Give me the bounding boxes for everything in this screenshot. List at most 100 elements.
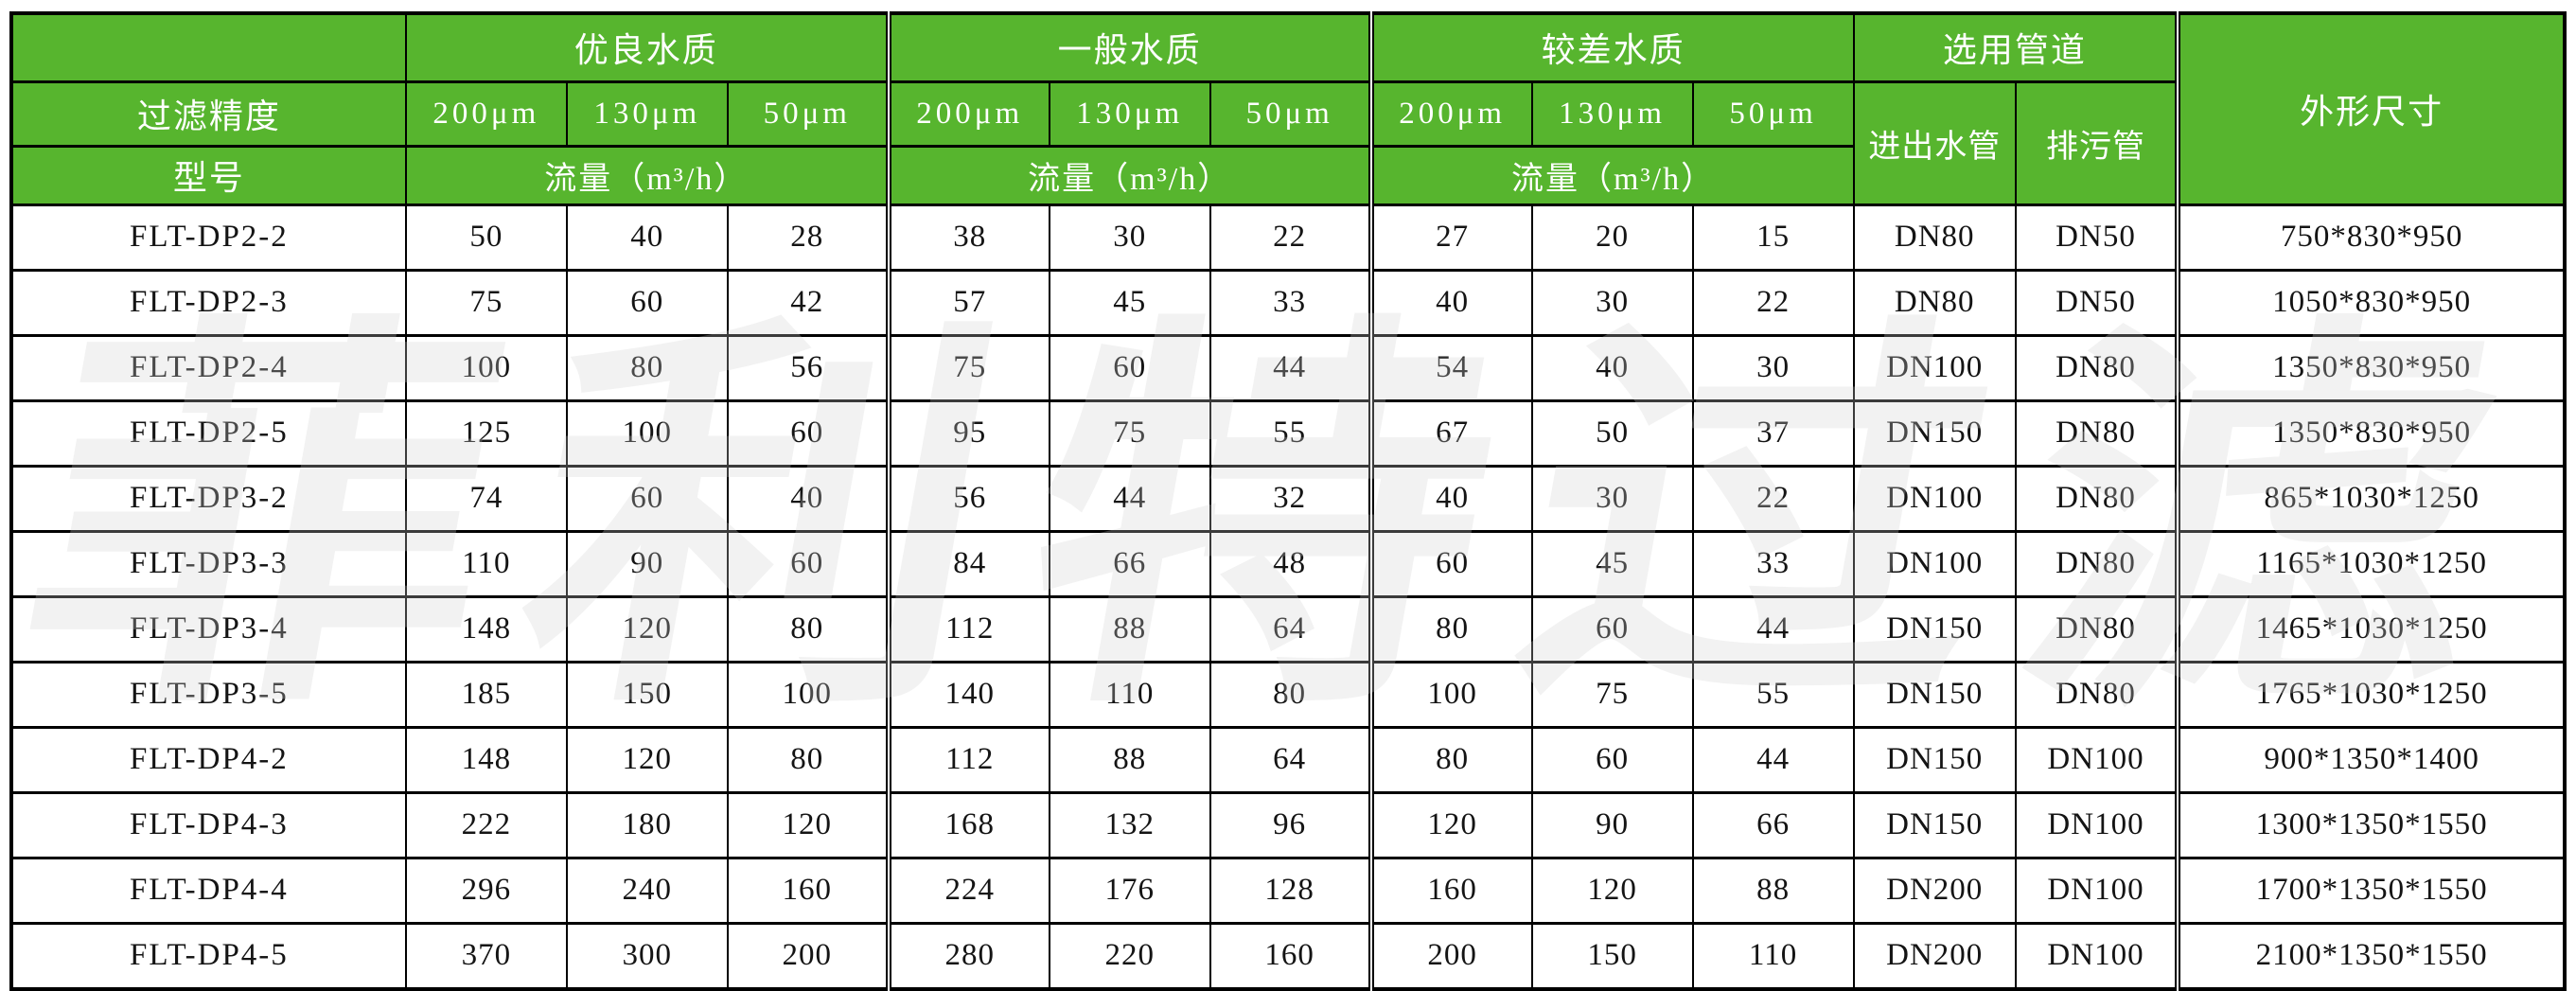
model-cell: FLT-DP2-5: [10, 398, 406, 466]
flow-cell-general-50: 33: [1209, 268, 1371, 335]
flow-cell-poor-130: 75: [1530, 660, 1693, 727]
flow-cell-excellent-50: 42: [726, 268, 889, 335]
drain-pipe-cell: DN100: [2014, 725, 2179, 792]
flow-cell-general-50: 64: [1209, 594, 1371, 662]
table-row: FLT-DP3-5 185 150 100 140 110 80 100 75 55 DN150 DN…: [10, 660, 2565, 727]
table-body: FLT-DP2-2 50 40 28 38 30 22 27 20 15 DN80 DN50 750*8…: [10, 203, 2565, 989]
flow-cell-poor-200: 60: [1367, 529, 1532, 596]
flow-cell-poor-50: 44: [1691, 725, 1854, 792]
model-cell: FLT-DP4-4: [10, 856, 406, 923]
flow-cell-poor-50: 33: [1691, 529, 1854, 596]
flow-cell-excellent-200: 370: [404, 921, 567, 989]
flow-cell-general-200: 112: [885, 725, 1050, 792]
flow-cell-excellent-50: 80: [726, 725, 889, 792]
flow-cell-poor-130: 50: [1530, 398, 1693, 466]
flow-cell-general-130: 110: [1048, 660, 1210, 727]
flow-cell-poor-130: 20: [1530, 203, 1693, 270]
flow-cell-general-200: 57: [885, 268, 1050, 335]
flow-cell-poor-50: 110: [1691, 921, 1854, 989]
flow-cell-general-130: 30: [1048, 203, 1210, 270]
drain-pipe-cell: DN80: [2014, 594, 2179, 662]
model-cell: FLT-DP2-3: [10, 268, 406, 335]
table-row: FLT-DP3-3 110 90 60 84 66 48 60 45 33 DN100 DN80 116…: [10, 529, 2565, 596]
flow-cell-general-200: 84: [885, 529, 1050, 596]
inlet-outlet-pipe-header: 进出水管: [1852, 80, 2016, 204]
filter-spec-table: 优良水质 一般水质 较差水质 选用管道 外形尺寸 过滤精度 200μm 130μ…: [9, 11, 2567, 991]
drain-pipe-cell: DN50: [2014, 268, 2179, 335]
table-row: FLT-DP3-2 74 60 40 56 44 32 40 30 22 DN100 DN80 865*…: [10, 464, 2565, 531]
flow-cell-general-50: 44: [1209, 333, 1371, 400]
flow-cell-excellent-50: 120: [726, 790, 889, 858]
inlet-outlet-pipe-cell: DN150: [1852, 594, 2016, 662]
flow-cell-general-50: 80: [1209, 660, 1371, 727]
flow-cell-excellent-50: 200: [726, 921, 889, 989]
flow-cell-poor-50: 37: [1691, 398, 1854, 466]
dimensions-header: 外形尺寸: [2175, 11, 2565, 204]
flow-cell-general-130: 176: [1048, 856, 1210, 923]
table-row: FLT-DP2-2 50 40 28 38 30 22 27 20 15 DN80 DN50 750*8…: [10, 203, 2565, 270]
dimensions-cell: 2100*1350*1550: [2175, 921, 2565, 989]
drain-pipe-cell: DN100: [2014, 856, 2179, 923]
model-cell: FLT-DP3-5: [10, 660, 406, 727]
flow-cell-poor-130: 60: [1530, 594, 1693, 662]
flow-cell-excellent-200: 100: [404, 333, 567, 400]
flow-cell-general-50: 160: [1209, 921, 1371, 989]
flow-cell-excellent-200: 222: [404, 790, 567, 858]
dimensions-cell: 1700*1350*1550: [2175, 856, 2565, 923]
flow-cell-general-50: 96: [1209, 790, 1371, 858]
flow-cell-poor-50: 44: [1691, 594, 1854, 662]
flow-cell-general-200: 75: [885, 333, 1050, 400]
drain-pipe-cell: DN100: [2014, 921, 2179, 989]
group-header-excellent: 优良水质: [404, 11, 889, 81]
table-header: 优良水质 一般水质 较差水质 选用管道 外形尺寸 过滤精度 200μm 130μ…: [10, 11, 2565, 204]
flow-cell-poor-130: 120: [1530, 856, 1693, 923]
flow-cell-general-130: 220: [1048, 921, 1210, 989]
header-row-microns: 过滤精度 200μm 130μm 50μm 200μm 130μm 50μm 2…: [10, 80, 2565, 204]
flow-cell-poor-50: 15: [1691, 203, 1854, 270]
model-cell: FLT-DP4-3: [10, 790, 406, 858]
flow-cell-general-50: 48: [1209, 529, 1371, 596]
flow-header-poor: 流量（m³/h）: [1367, 144, 1854, 204]
corner-cell: [10, 11, 406, 81]
flow-cell-excellent-200: 296: [404, 856, 567, 923]
flow-cell-excellent-200: 185: [404, 660, 567, 727]
model-label: 型号: [10, 144, 406, 204]
flow-cell-general-50: 128: [1209, 856, 1371, 923]
micron-header-excellent-130: 130μm: [565, 80, 728, 146]
flow-cell-general-130: 88: [1048, 594, 1210, 662]
pipes-group-header: 选用管道: [1852, 11, 2179, 81]
flow-cell-excellent-200: 125: [404, 398, 567, 466]
flow-cell-general-200: 168: [885, 790, 1050, 858]
flow-cell-general-130: 66: [1048, 529, 1210, 596]
flow-cell-poor-130: 40: [1530, 333, 1693, 400]
drain-pipe-header: 排污管: [2014, 80, 2179, 204]
table-row: FLT-DP2-5 125 100 60 95 75 55 67 50 37 DN150 DN80 13…: [10, 398, 2565, 466]
flow-cell-poor-50: 88: [1691, 856, 1854, 923]
flow-cell-excellent-130: 90: [565, 529, 728, 596]
drain-pipe-cell: DN80: [2014, 333, 2179, 400]
flow-cell-excellent-130: 150: [565, 660, 728, 727]
flow-cell-excellent-200: 110: [404, 529, 567, 596]
flow-cell-poor-130: 60: [1530, 725, 1693, 792]
flow-cell-general-200: 112: [885, 594, 1050, 662]
group-header-general: 一般水质: [885, 11, 1371, 81]
model-cell: FLT-DP3-4: [10, 594, 406, 662]
flow-cell-poor-50: 55: [1691, 660, 1854, 727]
flow-cell-general-200: 95: [885, 398, 1050, 466]
micron-header-poor-50: 50μm: [1691, 80, 1854, 146]
inlet-outlet-pipe-cell: DN80: [1852, 203, 2016, 270]
inlet-outlet-pipe-cell: DN200: [1852, 856, 2016, 923]
flow-cell-excellent-50: 28: [726, 203, 889, 270]
flow-cell-excellent-130: 120: [565, 725, 728, 792]
inlet-outlet-pipe-cell: DN80: [1852, 268, 2016, 335]
flow-cell-poor-130: 30: [1530, 268, 1693, 335]
flow-cell-general-200: 224: [885, 856, 1050, 923]
flow-cell-poor-200: 100: [1367, 660, 1532, 727]
dimensions-cell: 1465*1030*1250: [2175, 594, 2565, 662]
micron-header-general-130: 130μm: [1048, 80, 1210, 146]
flow-cell-general-130: 44: [1048, 464, 1210, 531]
flow-cell-excellent-130: 40: [565, 203, 728, 270]
dimensions-cell: 1350*830*950: [2175, 333, 2565, 400]
table-row: FLT-DP4-4 296 240 160 224 176 128 160 120 88 DN200…: [10, 856, 2565, 923]
flow-cell-general-50: 32: [1209, 464, 1371, 531]
